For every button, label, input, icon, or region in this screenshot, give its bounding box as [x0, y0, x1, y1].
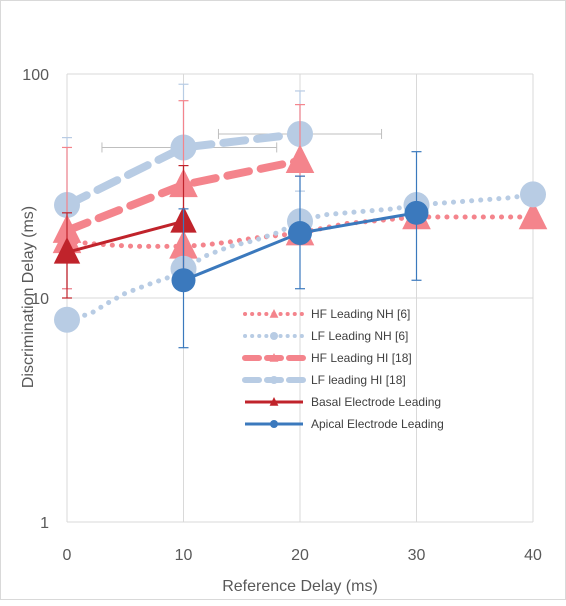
x-tick-label: 30	[408, 547, 426, 564]
legend: HF Leading NH [6] LF Leading NH [6] HF Lea…	[242, 307, 444, 431]
legend-marker	[270, 376, 278, 384]
series-line	[64, 214, 536, 249]
legend-label: HF Leading HI [18]	[311, 351, 412, 365]
x-tick-label: 20	[291, 547, 309, 564]
legend-marker	[269, 308, 279, 318]
data-point	[404, 200, 429, 225]
legend-marker	[270, 420, 278, 428]
series-lf-leading-hi-18	[54, 83, 383, 290]
legend-entry: HF Leading HI [18]	[242, 351, 412, 365]
x-tick-label: 0	[63, 547, 72, 564]
series-layer	[52, 83, 548, 349]
series-line	[64, 191, 536, 323]
legend-label: LF leading HI [18]	[311, 373, 406, 387]
legend-label: Apical Electrode Leading	[311, 417, 444, 431]
data-point	[288, 221, 312, 246]
legend-label: LF Leading NH [6]	[311, 329, 408, 343]
legend-entry: LF leading HI [18]	[242, 373, 406, 387]
y-axis-title: Discrimination Delay (ms)	[20, 206, 37, 388]
series-line	[66, 219, 184, 254]
data-point	[53, 237, 81, 264]
legend-entry: Basal Electrode Leading	[245, 395, 441, 409]
legend-marker	[269, 352, 279, 362]
x-tick-label: 10	[175, 547, 193, 564]
data-point	[285, 144, 315, 174]
y-tick-label: 100	[22, 67, 49, 84]
legend-entry: Apical Electrode Leading	[245, 417, 444, 431]
legend-marker	[270, 332, 278, 340]
data-point	[520, 181, 546, 208]
y-tick-label: 1	[40, 515, 49, 532]
y-tick-label: 10	[31, 291, 49, 308]
tick-labels: 0 10 20 30 40 1 10 100	[22, 67, 542, 564]
data-point	[54, 306, 80, 333]
x-tick-label: 40	[524, 547, 542, 564]
legend-entry: HF Leading NH [6]	[243, 307, 410, 321]
data-point	[171, 268, 196, 293]
data-point	[518, 200, 548, 230]
x-axis-title: Reference Delay (ms)	[222, 578, 378, 595]
series-line	[63, 129, 304, 209]
legend-marker	[269, 396, 279, 406]
legend-label: HF Leading NH [6]	[311, 307, 410, 321]
series-apical-electrode-leading	[171, 151, 429, 349]
legend-entry: LF Leading NH [6]	[243, 329, 408, 343]
legend-label: Basal Electrode Leading	[311, 395, 441, 409]
